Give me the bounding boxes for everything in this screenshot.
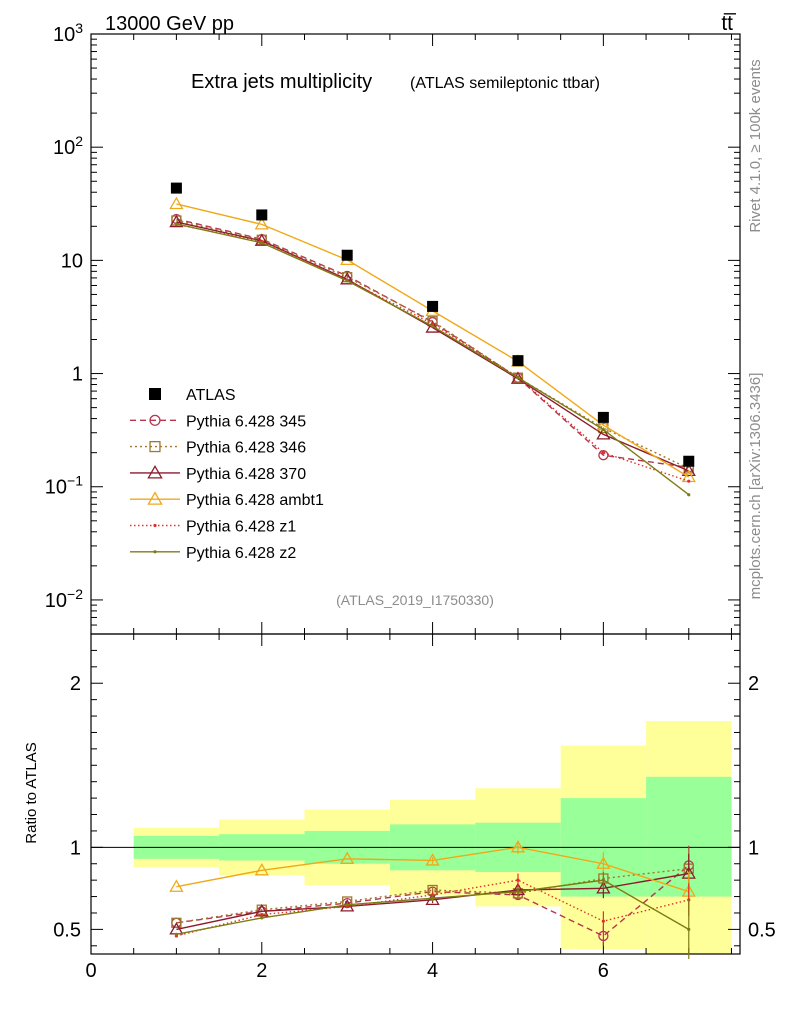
analysis-label: (ATLAS_2019_I1750330) (336, 592, 494, 608)
legend-label: Pythia 6.428 346 (186, 440, 306, 457)
legend-data-marker (149, 388, 161, 400)
ratio-tick-label: 1 (70, 837, 81, 859)
legend-marker (147, 464, 163, 479)
ratio-point (598, 930, 609, 942)
series-5 (174, 222, 691, 959)
ratio-panel-frame (90, 633, 741, 955)
legend: ATLAS Pythia 6.428 345 Pythia 6.428 346 Pyt… (130, 387, 324, 562)
uncertainty-bands (91, 720, 740, 954)
series-line (176, 221, 690, 472)
data-point (256, 209, 268, 221)
data-point (427, 300, 439, 312)
x-tick-label: 2 (256, 960, 267, 982)
series-point (687, 479, 691, 483)
series-point (596, 427, 611, 440)
chart-subtitle: (ATLAS semileptonic ttbar) (410, 75, 600, 92)
series-point (425, 320, 440, 333)
series-point (345, 279, 349, 283)
ratio-point (430, 896, 435, 900)
ratio-point (596, 881, 611, 894)
series-point (260, 241, 264, 245)
series-line (176, 219, 690, 470)
ratio-point (345, 903, 349, 907)
chart-title: Extra jets multiplicity (191, 71, 372, 93)
y-tick-label: 102 (53, 133, 83, 159)
ratio-point (425, 853, 440, 866)
legend-label: Pythia 6.428 ambt1 (186, 492, 324, 509)
series-point (169, 214, 184, 228)
rivet-label: Rivet 4.1.0, ≥ 100k events (747, 59, 764, 232)
legend-label: Pythia 6.428 z2 (186, 545, 296, 562)
ratio-tick-label-right: 0.5 (748, 919, 776, 941)
data-point (341, 249, 353, 261)
ratio-tick-label-right: 2 (748, 673, 759, 695)
y-tick-label: 10−2 (45, 586, 83, 612)
legend-label: Pythia 6.428 370 (186, 466, 306, 483)
ratio-point (596, 856, 611, 869)
data-point (170, 182, 182, 194)
ratio-point (601, 919, 605, 923)
mcplots-label: mcplots.cern.ch [arXiv:1306.3436] (747, 373, 764, 600)
legend-marker (147, 491, 163, 505)
ratio-tick-label-right: 1 (748, 837, 759, 859)
legend-data-label: ATLAS (186, 387, 236, 404)
series-point (254, 217, 269, 230)
ratio-point (687, 927, 691, 931)
series-point (510, 371, 526, 384)
x-tick-label: 6 (598, 960, 609, 982)
ratio-point (340, 851, 355, 864)
ratio-point (510, 840, 526, 853)
axis-ticks: 10−2 10−1 1 10 102 103 0.5 0.5 1 1 2 2 0 2 4 6 (45, 20, 776, 982)
data-point (683, 455, 695, 467)
energy-label: 13000 GeV pp (105, 13, 234, 35)
series-point (174, 222, 178, 226)
x-tick-label: 4 (427, 960, 438, 982)
ratio-point (254, 862, 269, 876)
legend-marker (149, 440, 161, 453)
ratio-point (601, 878, 605, 882)
legend-label: Pythia 6.428 z1 (186, 519, 296, 536)
y-tick-label: 103 (53, 20, 83, 46)
data-point (512, 355, 524, 367)
y-tick-label: 1 (72, 364, 83, 386)
series-point (601, 427, 605, 432)
ratio-axis-label: Ratio to ATLAS (23, 742, 40, 843)
x-tick-label: 0 (85, 960, 96, 982)
ratio-point (516, 890, 520, 894)
series-line (176, 218, 689, 469)
legend-marker (153, 550, 157, 554)
ratio-tick-label: 0.5 (53, 919, 81, 941)
legend-marker (149, 414, 161, 426)
series-point (601, 451, 605, 455)
series-point (681, 463, 696, 477)
legend-marker (153, 523, 157, 528)
ratio-point (174, 932, 178, 936)
series-point (516, 376, 520, 380)
ratio-point (171, 917, 182, 928)
data-marks (169, 182, 696, 959)
legend-label: Pythia 6.428 345 (186, 413, 306, 430)
ratio-point (169, 879, 184, 892)
ratio-point (260, 913, 264, 917)
series-point (169, 196, 184, 210)
y-tick-label: 10 (61, 250, 83, 272)
series-point (430, 322, 435, 326)
ratio-tick-label: 2 (70, 673, 81, 695)
ratio-point (260, 916, 264, 920)
series-point (598, 450, 609, 461)
ratio-point (516, 878, 520, 882)
data-point (597, 411, 609, 423)
series-point (430, 324, 435, 328)
y-tick-label: 10−1 (45, 473, 83, 499)
process-label: tt̅ (721, 12, 737, 35)
series-point (254, 233, 269, 246)
series-point (687, 493, 691, 497)
